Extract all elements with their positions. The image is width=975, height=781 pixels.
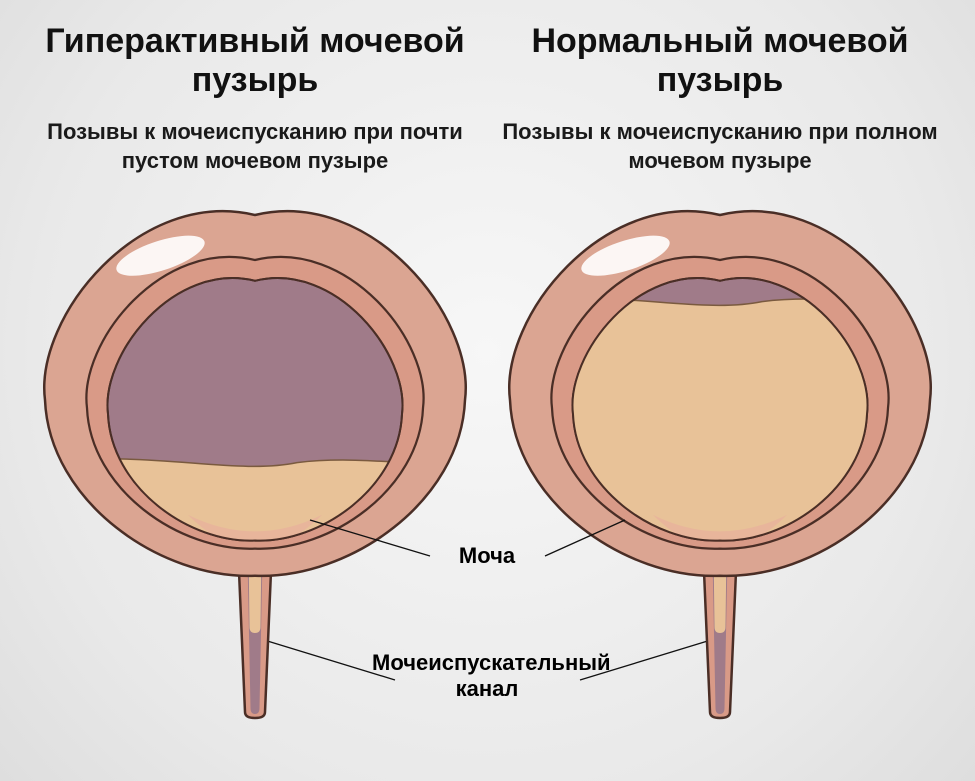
bladder-left bbox=[44, 211, 465, 718]
urethra-label: Мочеиспускательный канал bbox=[372, 650, 602, 702]
urine-label: Моча bbox=[372, 543, 602, 569]
bladder-right bbox=[509, 211, 930, 718]
diagram-stage: Гиперактивный мочевой пузырь Нормальный … bbox=[0, 0, 975, 781]
